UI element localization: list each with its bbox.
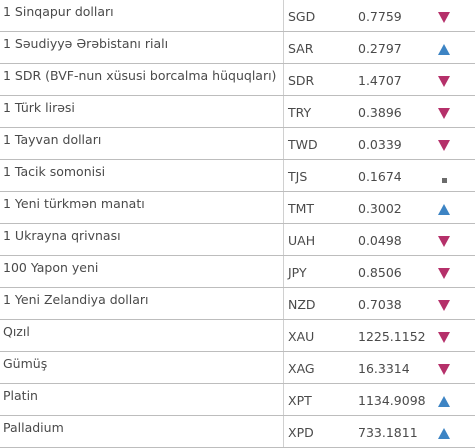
currency-rate: 0.0498 (358, 223, 433, 256)
currency-name: Palladium (0, 415, 284, 448)
table-row: 1 Tacik somonisi TJS 0.1674 (0, 159, 475, 192)
square-dot-icon (442, 177, 447, 183)
trend-cell (433, 351, 475, 384)
currency-code: SAR (283, 31, 358, 64)
table-row: Qızıl XAU 1225.1152 (0, 319, 475, 352)
up-triangle-icon (438, 427, 450, 439)
currency-name: Platin (0, 383, 284, 416)
currency-code: NZD (283, 287, 358, 320)
up-triangle-icon (438, 395, 450, 407)
trend-cell (433, 223, 475, 256)
currency-code: XPT (283, 383, 358, 416)
down-triangle-icon (438, 363, 450, 375)
currency-code: TJS (283, 159, 358, 192)
currency-rate: 0.3002 (358, 191, 433, 224)
table-row: 1 Tayvan dolları TWD 0.0339 (0, 127, 475, 160)
currency-name: 1 Tacik somonisi (0, 159, 284, 192)
down-triangle-icon (438, 267, 450, 279)
table-row: 1 Sinqapur dolları SGD 0.7759 (0, 0, 475, 32)
currency-code: JPY (283, 255, 358, 288)
trend-cell (433, 31, 475, 64)
trend-cell (433, 95, 475, 128)
trend-cell (433, 287, 475, 320)
table-row: 100 Yapon yeni JPY 0.8506 (0, 255, 475, 288)
trend-cell (433, 127, 475, 160)
currency-name: Qızıl (0, 319, 284, 352)
down-triangle-icon (438, 299, 450, 311)
currency-name: 1 SDR (BVF-nun xüsusi borcalma hüquqları… (0, 63, 284, 96)
currency-rate: 0.3896 (358, 95, 433, 128)
currency-name: 1 Türk lirəsi (0, 95, 284, 128)
currency-name: 1 Sinqapur dolları (0, 0, 284, 32)
table-row: 1 Türk lirəsi TRY 0.3896 (0, 95, 475, 128)
currency-rate: 1134.9098 (358, 383, 433, 416)
table-row: 1 Yeni türkmən manatı TMT 0.3002 (0, 191, 475, 224)
currency-name: 100 Yapon yeni (0, 255, 284, 288)
table-row: Platin XPT 1134.9098 (0, 383, 475, 416)
currency-name: Gümüş (0, 351, 284, 384)
currency-rate: 0.0339 (358, 127, 433, 160)
table-row: 1 SDR (BVF-nun xüsusi borcalma hüquqları… (0, 63, 475, 96)
up-triangle-icon (438, 43, 450, 55)
currency-rate: 0.2797 (358, 31, 433, 64)
currency-rate: 0.1674 (358, 159, 433, 192)
currency-rate: 16.3314 (358, 351, 433, 384)
currency-rate: 1225.1152 (358, 319, 433, 352)
trend-cell (433, 383, 475, 416)
trend-cell (433, 415, 475, 448)
currency-code: XPD (283, 415, 358, 448)
table-row: 1 Yeni Zelandiya dolları NZD 0.7038 (0, 287, 475, 320)
currency-name: 1 Tayvan dolları (0, 127, 284, 160)
currency-name: 1 Yeni Zelandiya dolları (0, 287, 284, 320)
currency-code: XAG (283, 351, 358, 384)
down-triangle-icon (438, 235, 450, 247)
trend-cell (433, 319, 475, 352)
currency-code: XAU (283, 319, 358, 352)
table-row: Gümüş XAG 16.3314 (0, 351, 475, 384)
trend-cell (433, 255, 475, 288)
down-triangle-icon (438, 12, 450, 23)
trend-cell (433, 191, 475, 224)
currency-code: UAH (283, 223, 358, 256)
currency-rate: 0.7759 (358, 0, 433, 32)
trend-cell (433, 159, 475, 192)
currency-rate: 1.4707 (358, 63, 433, 96)
trend-cell (433, 0, 475, 32)
currency-name: 1 Səudiyyə Ərəbistanı rialı (0, 31, 284, 64)
down-triangle-icon (438, 107, 450, 119)
currency-name: 1 Yeni türkmən manatı (0, 191, 284, 224)
currency-code: SDR (283, 63, 358, 96)
up-triangle-icon (438, 203, 450, 215)
currency-name: 1 Ukrayna qrivnası (0, 223, 284, 256)
currency-code: SGD (283, 0, 358, 32)
currency-rate: 0.7038 (358, 287, 433, 320)
currency-code: TWD (283, 127, 358, 160)
currency-rate: 733.1811 (358, 415, 433, 448)
down-triangle-icon (438, 331, 450, 343)
down-triangle-icon (438, 75, 450, 87)
down-triangle-icon (438, 139, 450, 151)
trend-cell (433, 63, 475, 96)
currency-code: TRY (283, 95, 358, 128)
table-row: Palladium XPD 733.1811 (0, 415, 475, 448)
currency-rate: 0.8506 (358, 255, 433, 288)
table-row: 1 Səudiyyə Ərəbistanı rialı SAR 0.2797 (0, 31, 475, 64)
table-row: 1 Ukrayna qrivnası UAH 0.0498 (0, 223, 475, 256)
currency-code: TMT (283, 191, 358, 224)
